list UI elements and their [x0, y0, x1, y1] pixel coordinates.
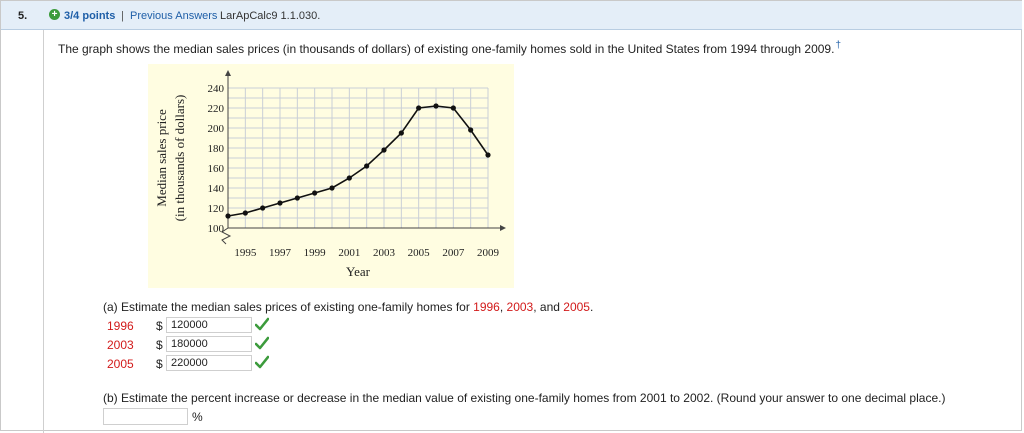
data-point — [433, 103, 439, 109]
part-a-prompt: (a) Estimate the median sales prices of … — [103, 300, 593, 314]
part-b-prompt: (b) Estimate the percent increase or dec… — [103, 391, 946, 405]
percent-unit: % — [192, 410, 203, 424]
part-a-year-2: 2003 — [506, 300, 534, 314]
data-point — [346, 175, 352, 181]
y-tick-label: 160 — [208, 163, 225, 175]
y-axis-label-units: (in thousands of dollars) — [172, 95, 187, 222]
data-point — [468, 127, 474, 133]
answer-input-2003[interactable] — [166, 336, 252, 352]
question-number: 5. — [18, 10, 28, 22]
previous-answers-link[interactable]: Previous Answers — [130, 10, 218, 22]
checkmark-icon — [255, 317, 269, 331]
data-point — [277, 200, 283, 206]
answer-input-1996[interactable] — [166, 317, 252, 333]
left-divider — [43, 30, 44, 433]
part-a-mid-2: , and — [533, 300, 564, 314]
checkmark-icon — [255, 355, 269, 369]
data-point — [312, 190, 318, 196]
answer-year: 2003 — [107, 338, 134, 352]
data-point — [450, 105, 456, 111]
data-point — [485, 152, 491, 158]
percent-input[interactable] — [103, 408, 188, 425]
data-point — [225, 213, 231, 219]
x-tick-label: 2001 — [338, 247, 360, 259]
y-tick-label: 100 — [208, 223, 225, 235]
x-tick-label: 1999 — [304, 247, 327, 259]
x-tick-label: 2007 — [442, 247, 465, 259]
x-tick-label: 1995 — [234, 247, 257, 259]
x-axis-arrow — [500, 225, 506, 231]
x-tick-label: 1997 — [269, 247, 292, 259]
line-chart: 100 120 140 160 180 200 220 240 1995 1997 1999 2001… — [154, 70, 506, 279]
y-tick-label: 240 — [208, 83, 225, 95]
y-tick-label: 140 — [208, 183, 225, 195]
y-tick-label: 200 — [208, 123, 225, 135]
data-point — [416, 105, 422, 111]
x-tick-label: 2003 — [373, 247, 396, 259]
data-point — [260, 205, 266, 211]
x-axis-label: Year — [346, 264, 371, 279]
y-axis-label: Median sales price — [154, 109, 169, 207]
currency-symbol: $ — [156, 357, 163, 371]
currency-symbol: $ — [156, 338, 163, 352]
y-tick-label: 180 — [208, 143, 225, 155]
y-axis-arrow — [225, 70, 231, 76]
data-point — [329, 185, 335, 191]
header-separator: | — [121, 10, 124, 22]
checkmark-icon — [255, 336, 269, 350]
answer-input-2005[interactable] — [166, 355, 252, 371]
y-tick-label: 120 — [208, 203, 225, 215]
part-a-prefix: (a) Estimate the median sales prices of … — [103, 300, 474, 314]
footnote-link[interactable]: † — [835, 40, 841, 51]
x-tick-label: 2009 — [477, 247, 500, 259]
series-line — [227, 105, 489, 217]
part-a-year-1: 1996 — [473, 300, 500, 314]
y-tick-label: 220 — [208, 103, 225, 115]
answer-year: 1996 — [107, 319, 134, 333]
currency-symbol: $ — [156, 319, 163, 333]
data-point — [381, 147, 387, 153]
answer-year: 2005 — [107, 357, 134, 371]
data-point — [398, 130, 404, 136]
part-a-mid-1: , — [499, 300, 507, 314]
part-a-suffix: . — [589, 300, 594, 314]
question-body: The graph shows the median sales prices … — [58, 42, 835, 56]
points-link[interactable]: 3/4 points — [64, 10, 116, 22]
sales-price-graph: 100 120 140 160 180 200 220 240 1995 1997 1999 2001… — [148, 64, 514, 288]
question-header: 5. + 3/4 points | Previous Answers LarAp… — [1, 1, 1022, 30]
x-tick-label: 2005 — [408, 247, 431, 259]
axis-break — [221, 227, 232, 245]
question-text: The graph shows the median sales prices … — [58, 40, 841, 56]
part-a-year-3: 2005 — [563, 300, 590, 314]
question-id: LarApCalc9 1.1.030. — [220, 10, 321, 22]
data-point — [364, 163, 370, 169]
data-point — [242, 210, 248, 216]
plus-circle-icon[interactable]: + — [49, 9, 60, 20]
data-point — [294, 195, 300, 201]
